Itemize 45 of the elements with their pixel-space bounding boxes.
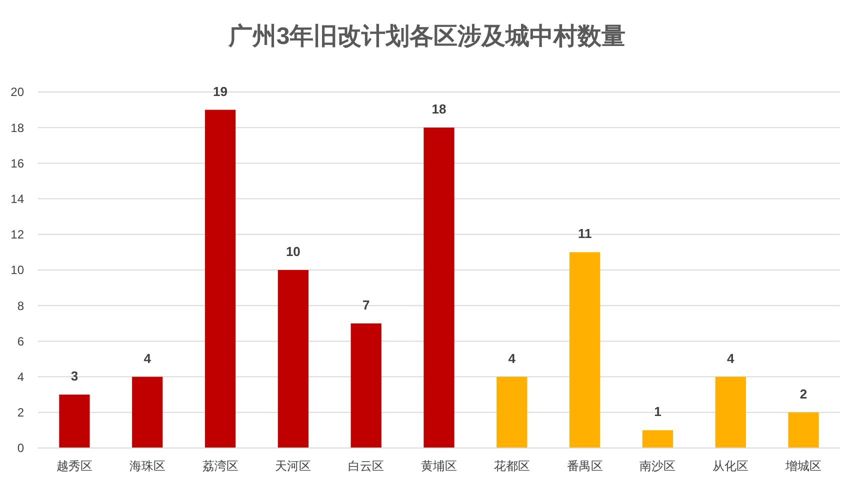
y-tick-label: 18: [10, 120, 24, 135]
bar: [278, 270, 308, 448]
chart-title: 广州3年旧改计划各区涉及城中村数量: [227, 23, 626, 50]
bar: [496, 376, 528, 448]
x-tick-label: 海珠区: [129, 459, 166, 473]
data-label: 10: [286, 244, 300, 259]
bar: [132, 376, 163, 448]
y-tick-label: 16: [10, 156, 24, 170]
data-label: 2: [800, 386, 808, 402]
data-label: 4: [144, 350, 152, 366]
y-tick-label: 6: [17, 334, 24, 348]
x-tick-label: 南沙区: [640, 459, 676, 473]
x-tick-label: 黄埔区: [421, 459, 457, 473]
data-label: 4: [508, 350, 516, 366]
x-tick-label: 增城区: [784, 459, 822, 473]
data-label: 11: [578, 226, 592, 242]
x-tick-label: 越秀区: [56, 459, 92, 473]
bar: [788, 412, 819, 448]
y-tick-label: 12: [10, 228, 24, 242]
y-tick-label: 8: [17, 298, 24, 313]
data-label: 7: [362, 297, 370, 312]
bar: [642, 430, 674, 448]
x-tick-label: 花都区: [494, 459, 530, 473]
x-tick-label: 荔湾区: [202, 459, 238, 473]
data-label: 3: [70, 368, 78, 384]
x-tick-label: 从化区: [712, 459, 749, 473]
data-label: 4: [727, 350, 736, 366]
bar: [570, 252, 600, 448]
bar: [204, 110, 236, 448]
bar: [424, 128, 454, 448]
y-tick-label: 20: [10, 85, 24, 100]
x-tick-label: 天河区: [275, 459, 312, 473]
y-tick-label: 14: [10, 192, 24, 206]
y-tick-label: 10: [10, 263, 24, 278]
x-tick-label: 白云区: [348, 459, 384, 473]
bar: [350, 323, 382, 448]
data-label: 19: [213, 84, 228, 99]
y-tick-label: 0: [17, 441, 24, 456]
data-label: 1: [654, 404, 662, 420]
y-tick-label: 4: [17, 370, 24, 384]
bar: [715, 376, 746, 448]
bar: [59, 394, 90, 448]
data-label: 18: [432, 102, 446, 117]
x-tick-label: 番禺区: [566, 459, 603, 473]
y-tick-label: 2: [17, 406, 24, 420]
